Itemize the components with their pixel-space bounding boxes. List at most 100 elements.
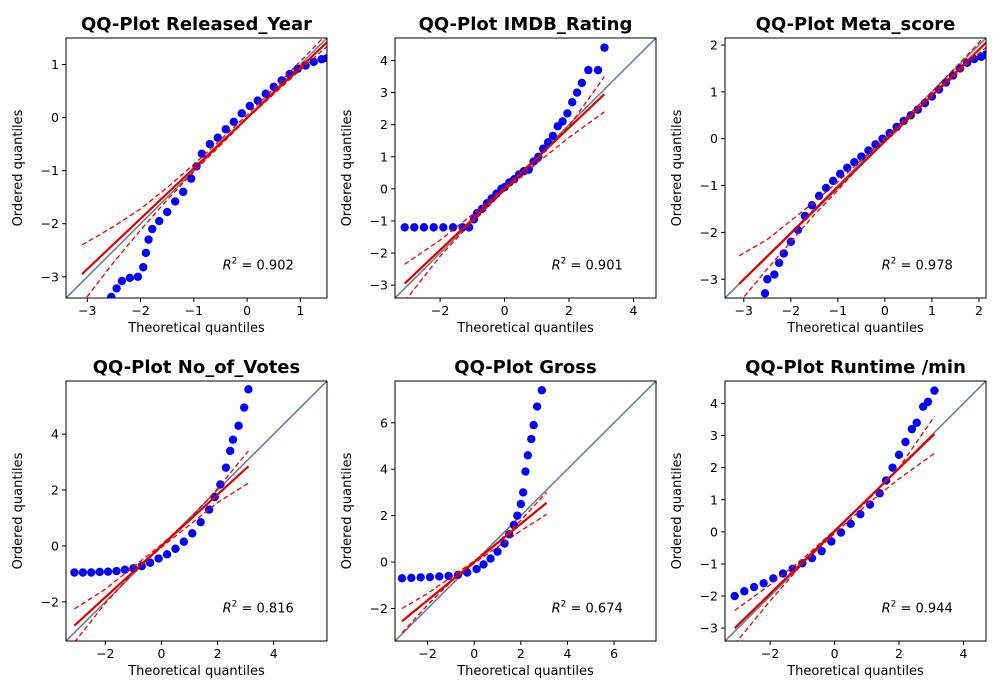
x-tick-label: 2	[214, 646, 222, 661]
data-point	[521, 467, 530, 476]
y-tick-label: 2	[380, 117, 388, 132]
y-tick-label: 1	[710, 492, 718, 507]
data-point	[225, 446, 235, 456]
r-squared-annotation: R2 = 0.816	[223, 599, 294, 616]
data-point	[981, 50, 986, 59]
data-point	[155, 216, 164, 226]
axes-frame	[394, 37, 657, 299]
chart-title: QQ-Plot Gross	[454, 357, 596, 378]
y-tick-label: 4	[51, 427, 59, 442]
data-point	[229, 117, 238, 127]
data-point	[416, 573, 425, 582]
x-tick-label: −3	[735, 303, 753, 318]
data-point	[309, 57, 318, 67]
data-point	[901, 437, 910, 447]
qq-panel-4: −2 0 2 4 −2 0 2 4 QQ-Plot No_of_Votes Theoretical…	[11, 357, 328, 679]
x-tick-label: 4	[270, 646, 278, 661]
plot-area	[725, 381, 986, 641]
data-point	[448, 223, 458, 232]
y-axis-label: Ordered quantiles	[340, 452, 355, 569]
data-point	[577, 78, 587, 88]
x-tick-label: 2	[895, 646, 903, 661]
y-tick-label: 0	[51, 538, 59, 553]
data-point	[871, 140, 880, 149]
data-point	[125, 273, 135, 283]
data-point	[912, 418, 921, 427]
data-point	[188, 529, 197, 538]
data-point	[163, 207, 172, 217]
ci-upper-band	[81, 38, 324, 246]
data-point	[828, 176, 838, 186]
y-tick-label: 4	[380, 53, 388, 68]
data-point	[486, 554, 495, 563]
x-tick-label: 0	[243, 303, 251, 318]
ci-lower-band	[406, 111, 605, 298]
data-point	[759, 579, 768, 588]
x-tick-label: −2	[782, 303, 800, 318]
r-squared-annotation: R2 = 0.944	[882, 599, 953, 616]
data-point	[846, 519, 855, 529]
x-axis-label: Theoretical quantiles	[456, 321, 594, 336]
data-point	[814, 191, 824, 201]
data-point	[774, 258, 784, 268]
data-point	[213, 133, 223, 142]
plot-area	[725, 38, 986, 298]
data-point	[817, 546, 826, 556]
data-point	[857, 152, 866, 161]
axes-frame	[394, 380, 657, 642]
x-tick-label: 2	[517, 646, 525, 661]
x-tick-label: 6	[610, 646, 618, 661]
y-tick-label: −3	[700, 272, 718, 287]
x-tick-label: 4	[959, 646, 967, 661]
data-point	[237, 109, 246, 118]
data-point	[162, 550, 172, 559]
data-point	[513, 511, 522, 520]
data-point	[518, 488, 528, 497]
data-point	[425, 572, 435, 582]
y-tick-label: −2	[370, 601, 388, 616]
ci-lower-band	[85, 46, 327, 298]
data-point	[419, 223, 429, 232]
data-point	[240, 403, 249, 412]
y-axis-label: Ordered quantiles	[670, 109, 685, 226]
qq-panel-5: −2 0 2 4 6 −2 0 2 4 6 QQ-Plot Gross Theoretical qua…	[340, 357, 657, 679]
data-point	[107, 292, 116, 298]
data-point	[120, 565, 130, 574]
qq-panel-6: −2 0 2 4 −3 −2 −1 0 1 2 3 4 QQ-Plot Runtime /min Theo…	[670, 357, 987, 679]
fit-line	[738, 41, 986, 285]
data-point	[763, 275, 772, 284]
y-tick-label: 0	[710, 131, 718, 146]
plot-area	[395, 381, 656, 641]
data-point	[894, 450, 904, 460]
data-point	[397, 574, 407, 583]
chart-title: QQ-Plot Released_Year	[81, 14, 312, 35]
data-point	[205, 139, 215, 149]
y-tick-label: −2	[41, 216, 59, 231]
data-point	[410, 223, 419, 232]
data-point	[821, 183, 831, 193]
qq-panel-3: −3 −2 −1 0 1 2 −3 −2 −1 0 1 2 QQ-Plot Meta_score Theo…	[670, 14, 987, 336]
y-tick-label: 1	[380, 149, 388, 164]
qq-panel-2: −2 0 2 4 −3 −2 −1 0 1 2 3 4 QQ-Plot IMDB_Rating Theor…	[340, 14, 657, 336]
x-tick-label: −2	[96, 646, 114, 661]
data-point	[493, 547, 502, 556]
y-tick-label: 3	[710, 428, 718, 443]
y-tick-label: 6	[380, 415, 388, 430]
data-point	[133, 272, 143, 281]
y-tick-label: 1	[51, 57, 59, 72]
data-point	[178, 187, 188, 197]
data-point	[221, 463, 231, 472]
ci-upper-band	[404, 76, 605, 265]
r-squared-annotation: R2 = 0.674	[552, 599, 623, 616]
data-point	[429, 223, 438, 232]
data-point	[807, 201, 817, 210]
x-tick-label: −2	[761, 646, 779, 661]
x-tick-label: 1	[296, 303, 304, 318]
axes-frame	[724, 380, 987, 642]
chart-title: QQ-Plot No_of_Votes	[93, 357, 300, 378]
data-point	[962, 58, 972, 68]
fit-line	[733, 433, 936, 629]
x-axis-label: Theoretical quantiles	[127, 664, 265, 679]
y-tick-label: 2	[51, 483, 59, 498]
data-point	[261, 89, 270, 98]
